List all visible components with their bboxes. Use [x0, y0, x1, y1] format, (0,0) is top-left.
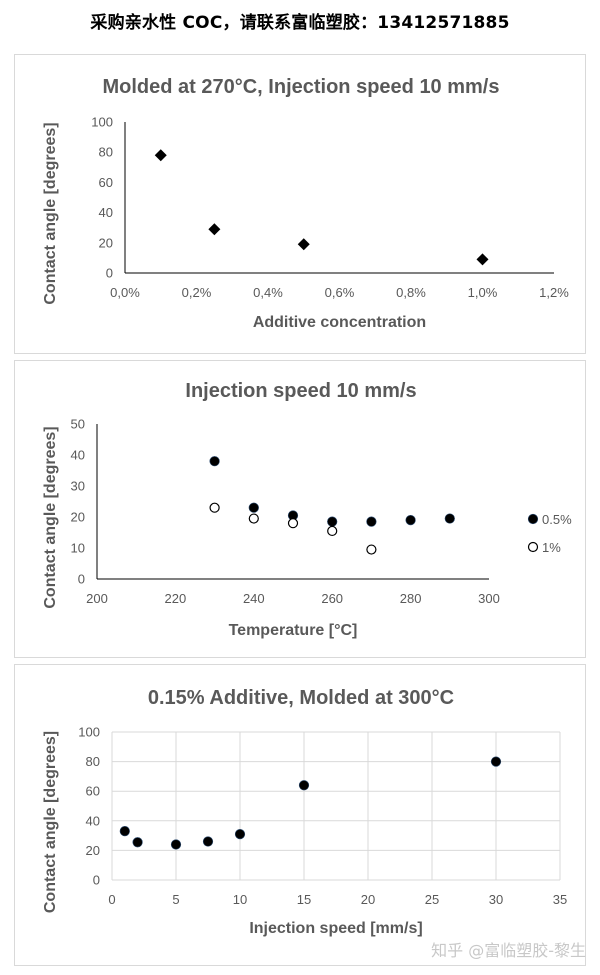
legend-marker [527, 541, 539, 553]
data-point-1-1-0 [209, 502, 220, 513]
data-point-1-0-3 [327, 516, 338, 527]
y-tick-label: 100 [78, 725, 100, 740]
watermark: 知乎 @富临塑胶-黎生 [431, 941, 586, 960]
x-tick-label: 5 [172, 892, 179, 907]
x-tick-label: 1,0% [468, 285, 498, 300]
y-tick-label: 100 [91, 115, 113, 130]
y-tick-label: 30 [71, 479, 85, 494]
x-tick-label: 0,2% [182, 285, 212, 300]
y-tick-label: 60 [86, 784, 100, 799]
data-point-1-0-5 [405, 515, 416, 526]
chart-title: Injection speed 10 mm/s [185, 380, 416, 402]
chart-title: 0.15% Additive, Molded at 300°C [148, 687, 454, 709]
legend-label: 1% [542, 540, 561, 555]
x-tick-label: 20 [361, 892, 375, 907]
data-point-2-0-4 [234, 829, 246, 840]
chart-panel-temperature: Injection speed 10 mm/s 0 10 20 30 40 50 200 220… [14, 360, 586, 658]
x-tick-label: 0,6% [325, 285, 355, 300]
x-tick-label: 0,0% [110, 285, 140, 300]
data-point-1-1-1 [248, 513, 259, 524]
data-point-1-0-4 [366, 516, 377, 527]
x-tick-label: 260 [321, 591, 343, 606]
x-tick-label: 1,2% [539, 285, 569, 300]
y-tick-label: 50 [71, 417, 85, 432]
page-header: 采购亲水性 COC，请联系富临塑胶：13412571885 [90, 13, 510, 33]
data-point-2-0-5 [298, 780, 310, 791]
y-tick-label: 60 [99, 175, 113, 190]
y-tick-label: 40 [71, 448, 85, 463]
data-point-1-1-3 [327, 525, 338, 537]
data-point-0-0-2 [297, 238, 310, 251]
data-point-0-0-3 [476, 253, 489, 266]
data-point-0-0-1 [208, 223, 221, 236]
x-tick-label: 0 [108, 892, 115, 907]
y-axis-label: Contact angle [degrees] [42, 426, 59, 608]
x-tick-label: 220 [165, 591, 187, 606]
legend-label: 0.5% [542, 512, 572, 527]
y-tick-label: 0 [106, 266, 113, 281]
y-tick-label: 40 [86, 813, 100, 828]
x-tick-label: 15 [297, 892, 311, 907]
y-tick-label: 20 [86, 843, 100, 858]
chart-panel-injection-speed: 0.15% Additive, Molded at 300°C 0 20 40 60 80… [14, 664, 586, 966]
data-point-1-1-4 [366, 544, 377, 555]
chart-injection-speed: 0.15% Additive, Molded at 300°C 0 20 40 60 80… [42, 687, 567, 937]
x-axis-label: Additive concentration [253, 314, 426, 331]
data-point-2-0-1 [132, 837, 143, 848]
y-tick-label: 0 [93, 873, 100, 888]
data-point-1-0-0 [209, 456, 220, 467]
y-tick-label: 40 [99, 205, 113, 220]
y-tick-label: 10 [71, 541, 85, 556]
x-tick-label: 300 [478, 591, 500, 606]
y-tick-label: 0 [78, 572, 85, 587]
data-point-1-1-2 [287, 518, 299, 529]
y-axis-label: Contact angle [degrees] [42, 731, 59, 913]
x-tick-label: 0,4% [253, 285, 283, 300]
x-tick-label: 0,8% [396, 285, 426, 300]
x-tick-label: 200 [86, 591, 108, 606]
data-point-2-0-0 [119, 826, 130, 837]
x-tick-label: 10 [233, 892, 247, 907]
data-point-2-0-3 [202, 836, 214, 847]
data-point-1-0-6 [444, 513, 455, 524]
x-tick-label: 25 [425, 892, 439, 907]
x-axis-label: Temperature [°C] [229, 622, 358, 639]
y-axis-label: Contact angle [degrees] [42, 122, 59, 304]
chart-additive-concentration: Molded at 270°C, Injection speed 10 mm/s… [42, 76, 569, 331]
chart-title: Molded at 270°C, Injection speed 10 mm/s [102, 76, 499, 98]
y-tick-label: 20 [99, 235, 113, 250]
x-tick-label: 30 [489, 892, 503, 907]
x-axis-label: Injection speed [mm/s] [249, 920, 422, 937]
x-tick-label: 35 [553, 892, 567, 907]
data-point-0-0-0 [154, 149, 167, 162]
x-tick-label: 280 [400, 591, 422, 606]
legend-marker [527, 513, 539, 525]
chart-panel-additive-concentration: Molded at 270°C, Injection speed 10 mm/s… [14, 54, 586, 354]
x-tick-label: 240 [243, 591, 265, 606]
y-tick-label: 80 [99, 145, 113, 160]
data-point-1-0-1 [248, 502, 259, 513]
y-tick-label: 20 [71, 510, 85, 525]
data-point-2-0-2 [170, 839, 182, 850]
chart-temperature: Injection speed 10 mm/s 0 10 20 30 40 50 200 220… [42, 380, 572, 639]
y-tick-label: 80 [86, 754, 100, 769]
data-point-2-0-6 [490, 756, 502, 767]
